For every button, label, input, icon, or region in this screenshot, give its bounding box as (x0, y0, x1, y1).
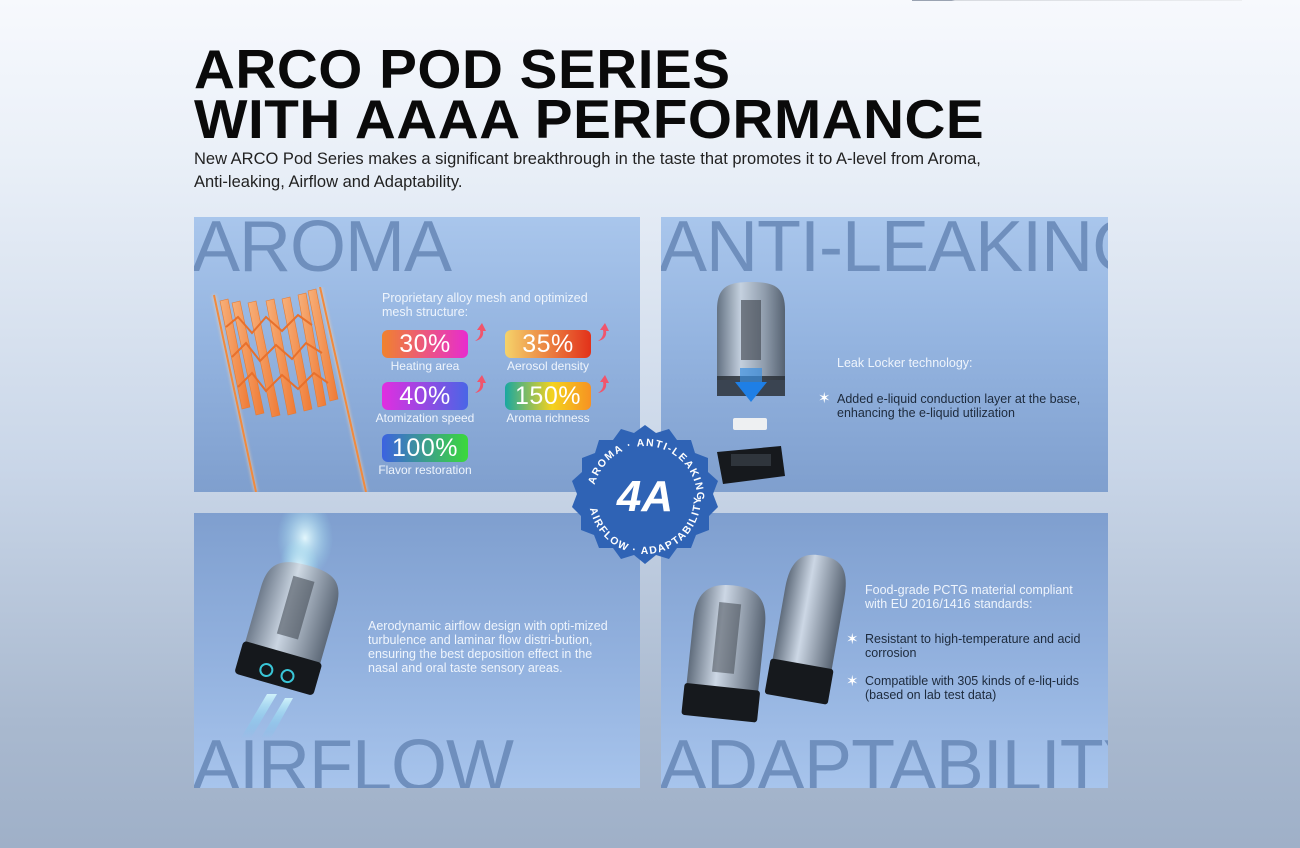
panel-title-adaptability: ADAPTABILITY (661, 726, 1108, 788)
panel-airflow: Aerodynamic airflow design with opti-miz… (194, 513, 640, 788)
adaptability-bullet-1: Resistant to high-temperature and acid c… (865, 632, 1081, 660)
stat-label: Aroma richness (506, 411, 590, 425)
stat-heating-area: 30% Heating area (372, 330, 502, 373)
adaptability-bullet-2: Compatible with 305 kinds of e-liq-uids … (865, 674, 1079, 702)
badge-center-text: 4A (616, 472, 673, 521)
anti-leaking-intro: Leak Locker technology: (837, 356, 973, 370)
anti-leaking-bullet: Added e-liquid conduction layer at the b… (837, 392, 1081, 420)
airflow-body: Aerodynamic airflow design with opti-miz… (368, 619, 608, 675)
stat-value: 30% (382, 330, 468, 358)
star-bullet-icon: ✶ (846, 672, 859, 690)
stat-value: 35% (505, 330, 591, 358)
arrow-up-icon (475, 375, 486, 393)
arrow-up-icon (598, 375, 609, 393)
panel-adaptability: Food-grade PCTG material compliant with … (661, 513, 1108, 788)
stat-label: Heating area (390, 359, 460, 373)
stat-label: Flavor restoration (378, 463, 472, 477)
panel-aroma: AROMA Proprietary alloy me (194, 217, 640, 492)
aroma-intro: Proprietary alloy mesh and optimized mes… (382, 291, 588, 319)
stat-flavor-restoration: 100% Flavor restoration (372, 434, 502, 477)
seal-badge-icon: AROMA · ANTI-LEAKING AIRFLOW · ADAPTABIL… (572, 425, 718, 564)
stat-value: 40% (382, 382, 468, 410)
mesh-coil-icon (212, 287, 368, 492)
stat-aerosol-density: 35% Aerosol density (495, 330, 625, 373)
adaptability-intro: Food-grade PCTG material compliant with … (865, 583, 1073, 611)
title-line-2: WITH AAAA PERFORMANCE (194, 88, 985, 150)
stat-atomization-speed: 40% Atomization speed (372, 382, 502, 425)
panel-title-airflow: AIRFLOW (194, 726, 514, 788)
star-bullet-icon: ✶ (846, 630, 859, 648)
stat-label: Atomization speed (375, 411, 475, 425)
stat-value: 100% (382, 434, 468, 462)
title-line-1: ARCO POD SERIES (194, 38, 731, 100)
pod-airflow-icon (235, 513, 339, 738)
panel-title-anti-leaking: ANTI-LEAKING (661, 217, 1108, 287)
stat-value: 150% (505, 382, 591, 410)
panel-anti-leaking: ANTI-LEAKING Leak Locker technology: ✶ A… (661, 217, 1108, 492)
page-title: ARCO POD SERIES WITH AAAA PERFORMANCE (194, 38, 985, 150)
pod-exploded-icon (717, 282, 785, 484)
stat-aroma-richness: 150% Aroma richness (495, 382, 625, 425)
arrow-up-icon (475, 323, 486, 341)
page-subtitle: New ARCO Pod Series makes a significant … (194, 150, 981, 191)
top-divider-line (912, 0, 1242, 1)
two-pods-icon (681, 554, 846, 723)
arrow-up-icon (598, 323, 609, 341)
panel-title-aroma: AROMA (194, 217, 452, 287)
stat-label: Aerosol density (506, 359, 590, 373)
star-bullet-icon: ✶ (818, 389, 831, 407)
